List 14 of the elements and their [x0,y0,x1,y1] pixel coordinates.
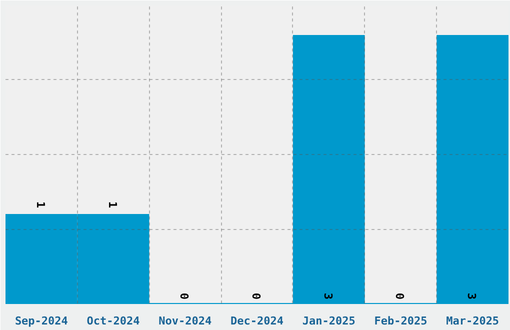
data-label: 3 [465,292,478,300]
x-tick-label: Dec-2024 [230,314,284,328]
x-tick-label: Mar-2025 [446,314,500,328]
x-tick-label: Jan-2025 [302,314,356,328]
x-tick-label: Nov-2024 [158,314,212,328]
data-label: 1 [34,201,47,208]
x-tick-label: Feb-2025 [374,314,428,328]
data-label: 3 [321,292,334,300]
data-label: 0 [250,292,262,300]
data-label: 0 [393,292,406,300]
data-label: 0 [178,292,191,300]
x-tick-label: Sep-2024 [14,314,68,328]
data-label: 1 [106,201,119,208]
x-tick-label: Oct-2024 [86,314,140,328]
